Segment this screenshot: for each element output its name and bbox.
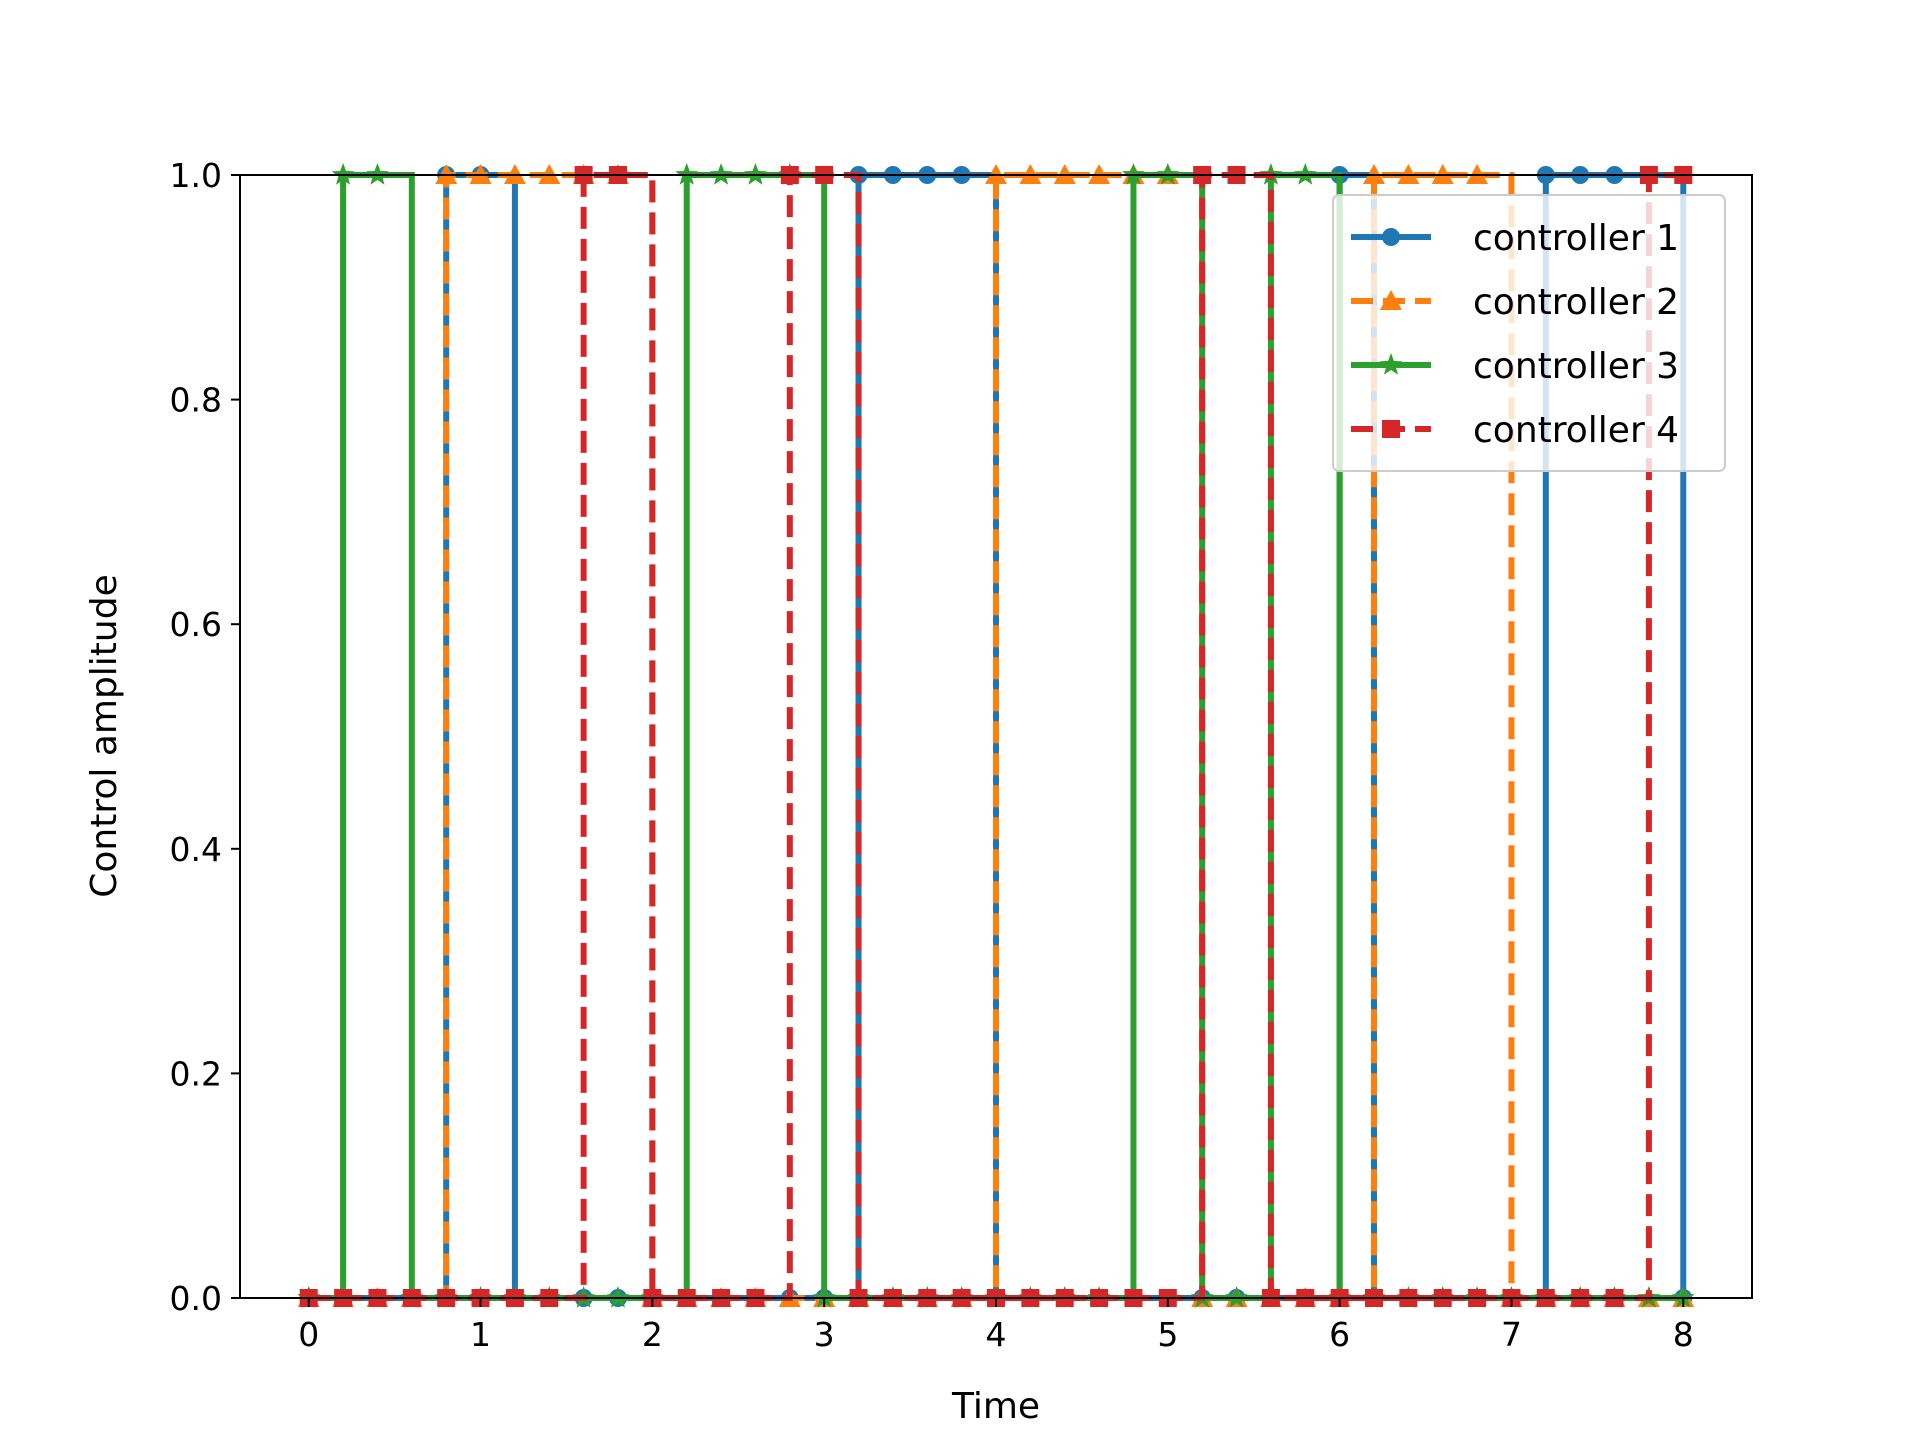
data-point-controller-3 xyxy=(1671,1286,1695,1308)
data-point-controller-3 xyxy=(1293,163,1317,185)
legend-marker-controller-1 xyxy=(1382,228,1400,246)
legend: controller 1 controller 2 controller 3 cont… xyxy=(1332,194,1726,472)
data-point-controller-3 xyxy=(744,163,767,185)
legend-marker-controller-4 xyxy=(1382,420,1400,438)
data-point-controller-3 xyxy=(1156,163,1180,185)
legend-label-controller-1: controller 1 xyxy=(1473,218,1679,259)
x-tick-label: 3 xyxy=(814,1315,835,1354)
data-point-controller-3 xyxy=(675,163,699,185)
x-tick-label: 1 xyxy=(470,1315,491,1354)
legend-marker-controller-3 xyxy=(1379,353,1403,375)
y-tick-label: 1.0 xyxy=(170,156,222,195)
legend-box xyxy=(1332,194,1726,472)
y-tick-label: 0.6 xyxy=(170,605,222,644)
x-axis-title: Time xyxy=(951,1386,1040,1427)
legend-label-controller-3: controller 3 xyxy=(1473,346,1679,387)
legend-marker-controller-2 xyxy=(1380,290,1402,310)
x-tick-label: 5 xyxy=(1157,1315,1178,1354)
x-tick-label: 8 xyxy=(1673,1315,1694,1354)
x-tick-label: 4 xyxy=(986,1315,1007,1354)
axis-ticks: 0 1 2 3 4 5 6 7 8 0.0 0.2 0.4 0.6 0.8 1.0 xyxy=(170,156,1694,1354)
legend-label-controller-4: controller 4 xyxy=(1473,410,1679,451)
x-tick-label: 7 xyxy=(1501,1315,1522,1354)
x-tick-label: 2 xyxy=(642,1315,663,1354)
x-tick-label: 0 xyxy=(298,1315,319,1354)
legend-label-controller-2: controller 2 xyxy=(1473,282,1679,323)
y-tick-label: 0.8 xyxy=(170,381,222,420)
data-point-controller-3 xyxy=(331,163,355,185)
data-point-controller-3 xyxy=(1225,1286,1248,1308)
data-point-controller-3 xyxy=(606,1286,630,1308)
data-point-controller-3 xyxy=(709,163,733,185)
x-tick-label: 6 xyxy=(1329,1315,1350,1354)
y-tick-label: 0.0 xyxy=(170,1279,222,1318)
y-tick-label: 0.2 xyxy=(170,1054,222,1093)
data-point-controller-3 xyxy=(1122,163,1145,185)
data-point-controller-3 xyxy=(366,163,389,185)
data-point-controller-3 xyxy=(812,1286,836,1308)
y-tick-label: 0.4 xyxy=(170,830,222,869)
y-axis-title: Control amplitude xyxy=(84,574,125,898)
